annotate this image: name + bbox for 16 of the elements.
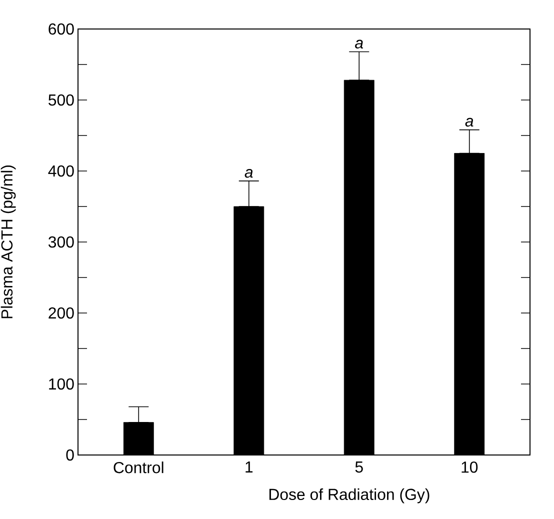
x-tick-label: 1 bbox=[246, 462, 253, 472]
y-tick-label: 100 bbox=[49, 378, 74, 390]
y-tick-label: 600 bbox=[48, 23, 74, 35]
annotation: a bbox=[355, 40, 364, 49]
y-tick-label: 400 bbox=[48, 165, 74, 177]
x-tick-label: 10 bbox=[462, 462, 478, 473]
y-tick-label: 200 bbox=[48, 307, 74, 319]
y-axis-title: Plasma ACTH (pg/ml) bbox=[0, 166, 16, 318]
annotation: a bbox=[244, 169, 253, 178]
x-axis-title: Dose of Radiation (Gy) bbox=[269, 488, 430, 504]
x-tick-label: Control bbox=[114, 462, 164, 474]
y-tick-label: 300 bbox=[48, 236, 74, 248]
y-tick-label: 0 bbox=[66, 449, 74, 461]
x-tick-label: 5 bbox=[355, 462, 363, 473]
y-tick-label: 500 bbox=[48, 94, 74, 106]
annotation: a bbox=[465, 118, 474, 127]
